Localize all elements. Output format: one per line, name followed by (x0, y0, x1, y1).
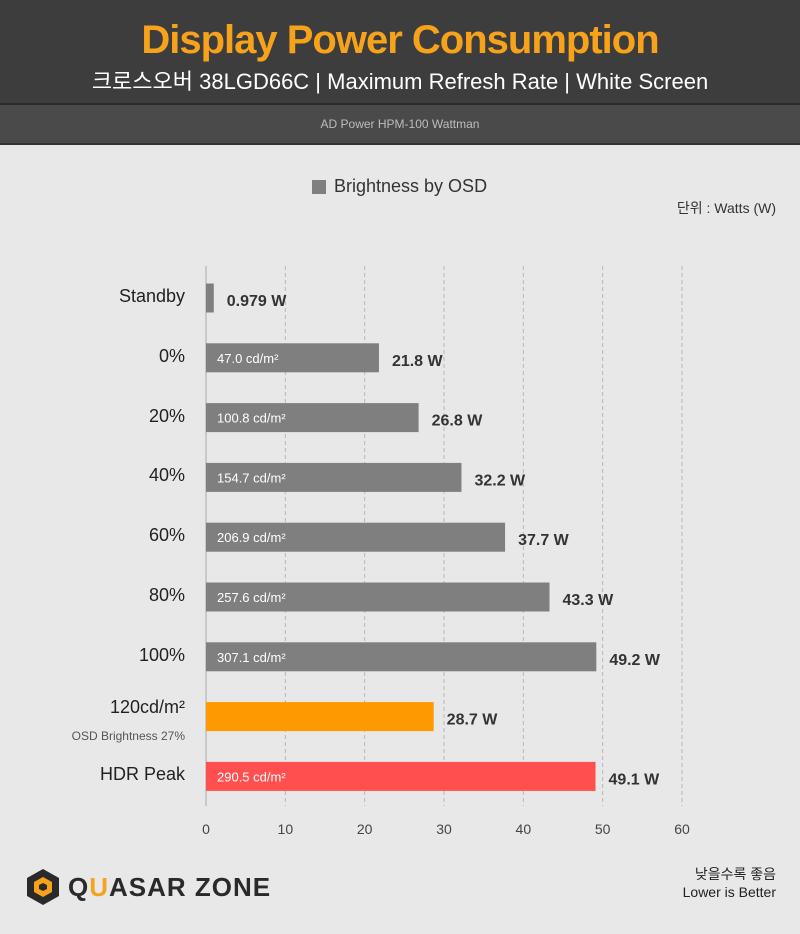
bar (206, 343, 379, 373)
x-tick-label: 60 (674, 821, 690, 837)
logo-text: QUASAR ZONE (68, 871, 272, 902)
category-label: HDR Peak (99, 764, 185, 785)
bar-value-label: 26.8 W (432, 413, 484, 430)
header-bar: Display Power Consumption 크로스오버 38LGD66C… (0, 0, 800, 105)
category-sublabel: OSD Brightness 27% (71, 728, 185, 743)
bar-inner-label: 307.1 cd/m² (217, 650, 286, 665)
bar-value-label: 49.1 W (609, 771, 661, 788)
x-tick-label: 50 (595, 821, 611, 837)
bar-inner-label: 47.0 cd/m² (217, 351, 279, 366)
legend-label: Brightness by OSD (334, 176, 488, 196)
category-label: 60% (148, 525, 185, 546)
bar-inner-label: 257.6 cd/m² (217, 590, 286, 605)
category-label: 100% (138, 644, 185, 665)
bar-inner-label: 290.5 cd/m² (217, 769, 286, 784)
bar-value-label: 43.3 W (563, 592, 615, 609)
bar-value-label: 0.979 W (227, 293, 287, 310)
logo-hexagon-icon (27, 869, 59, 905)
chart-title: Display Power Consumption (141, 18, 659, 62)
source-bar (0, 105, 800, 145)
bar-value-label: 49.2 W (609, 652, 661, 669)
bar-value-label: 21.8 W (392, 353, 444, 370)
bar (206, 462, 462, 492)
lower-better-en: Lower is Better (682, 884, 776, 900)
lower-better-ko: 낮을수록 좋음 (694, 866, 776, 882)
bar-value-label: 28.7 W (447, 712, 499, 729)
bar-value-label: 32.2 W (474, 472, 526, 489)
bar (206, 642, 597, 672)
bar (206, 582, 550, 612)
bar-inner-label: 206.9 cd/m² (217, 530, 286, 545)
category-label: 120cd/m² (109, 696, 185, 717)
measurement-source: AD Power HPM-100 Wattman (320, 117, 480, 131)
category-label: 40% (148, 465, 185, 486)
category-label: Standby (118, 286, 185, 306)
quasar-zone-logo: QUASAR ZONE (26, 868, 271, 906)
x-tick-label: 0 (202, 821, 210, 837)
legend-swatch (312, 179, 326, 194)
x-tick-label: 10 (278, 821, 294, 837)
bar-inner-label: 154.7 cd/m² (217, 470, 286, 485)
bars: 0.979 W 47.0 cd/m² 21.8 W 100.8 cd/m² 26.8 W… (206, 283, 661, 791)
x-tick-label: 40 (516, 821, 532, 837)
bar-value-label: 37.7 W (518, 532, 570, 549)
bar-inner-label: 100.8 cd/m² (217, 411, 286, 426)
x-tick-label: 20 (357, 821, 373, 837)
chart-subtitle: 크로스오버 38LGD66C | Maximum Refresh Rate | … (91, 69, 709, 94)
bar (206, 522, 506, 552)
bar (206, 761, 596, 791)
bar (206, 283, 214, 313)
category-label: 20% (148, 405, 185, 426)
unit-label: 단위 : Watts (W) (676, 200, 776, 216)
category-label: 0% (158, 345, 185, 366)
category-label: 80% (148, 585, 185, 605)
x-tick-label: 30 (436, 821, 452, 837)
bar (206, 702, 434, 732)
legend: Brightness by OSD (312, 176, 487, 197)
bar (206, 403, 419, 433)
x-axis-ticks: 0 10 20 30 40 50 60 (202, 821, 690, 837)
